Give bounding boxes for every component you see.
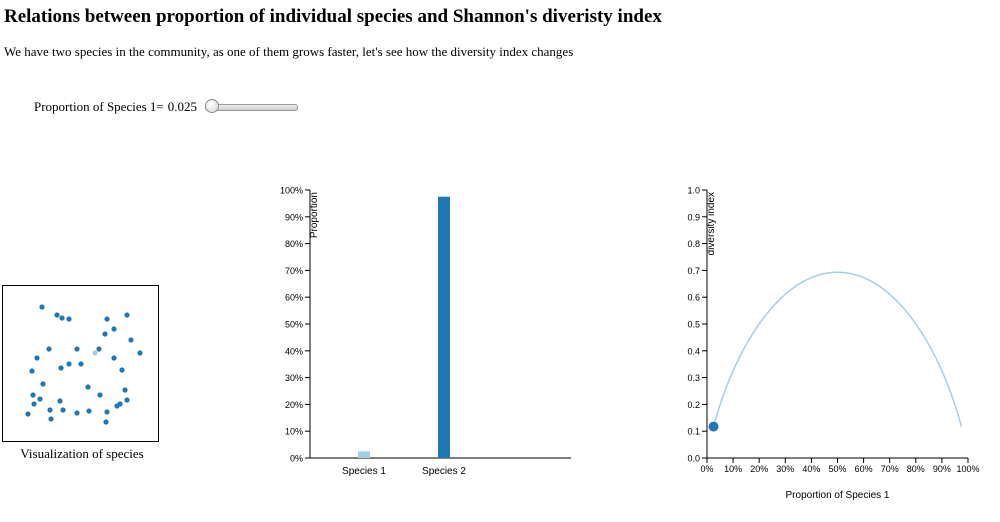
line-y-tick-label: 0.5 — [687, 320, 700, 330]
line-y-tick-label: 0.8 — [687, 239, 700, 249]
bar-y-tick-label: 0% — [290, 454, 303, 464]
species2-dot — [97, 392, 103, 398]
species2-dot — [48, 416, 54, 422]
page-subtitle: We have two species in the community, as… — [4, 44, 574, 59]
species2-dot — [66, 316, 72, 322]
bar-species-2 — [438, 196, 450, 458]
line-y-tick-label: 0.2 — [687, 400, 700, 410]
species2-dot — [31, 401, 37, 407]
line-y-axis-label: diversity index — [706, 192, 717, 255]
bar-x-category-label: Species 2 — [422, 466, 466, 477]
species2-dot — [34, 355, 40, 361]
species2-dot — [111, 326, 117, 332]
bar-y-tick-label: 60% — [285, 293, 303, 303]
line-y-tick-label: 0.6 — [687, 293, 700, 303]
bar-y-tick-label: 30% — [285, 373, 303, 383]
species2-dot — [47, 407, 53, 413]
proportion-label: Proportion of Species 1= — [34, 99, 164, 114]
diversity-line-chart: 0.0 0.1 0.2 0.3 0.4 0.5 0.6 0.7 0.8 0.9 1.0 0% 10% 20… — [687, 186, 979, 502]
line-y-tick-label: 0.0 — [687, 454, 700, 464]
species2-dot — [119, 367, 125, 373]
species-visualization — [2, 285, 159, 442]
bar-y-axis-label: Proportion — [309, 192, 320, 238]
species2-dot — [85, 384, 91, 390]
line-x-tick-label: 90% — [933, 464, 951, 474]
line-x-tick-label: 20% — [750, 464, 768, 474]
species2-dot — [25, 411, 31, 417]
bar-y-tick-label: 40% — [285, 346, 303, 356]
species2-dot — [37, 396, 43, 402]
species2-dot — [54, 312, 60, 318]
bar-y-tick-label: 50% — [285, 320, 303, 330]
species2-dot — [74, 410, 80, 416]
species2-dot — [111, 355, 117, 361]
line-x-tick-label: 60% — [855, 464, 873, 474]
proportion-slider[interactable] — [203, 99, 298, 115]
bar-y-tick-label: 80% — [285, 239, 303, 249]
line-y-tick-label: 0.1 — [687, 427, 700, 437]
line-x-tick-label: 10% — [724, 464, 742, 474]
species2-dot — [103, 419, 109, 425]
species2-dot — [102, 331, 108, 337]
species-dots — [25, 304, 143, 425]
species2-dot — [117, 401, 123, 407]
bar-y-tick-label: 90% — [285, 212, 303, 222]
line-x-tick-label: 50% — [828, 464, 846, 474]
line-y-tick-label: 1.0 — [687, 186, 700, 196]
proportion-control: Proportion of Species 1= 0.025 — [34, 99, 298, 115]
slider-thumb[interactable] — [205, 99, 219, 113]
species1-dot — [92, 350, 98, 356]
line-x-tick-label: 40% — [802, 464, 820, 474]
species2-dot — [78, 361, 84, 367]
species2-dot — [124, 312, 130, 318]
species2-dot — [104, 316, 110, 322]
bar-y-tick-label: 100% — [280, 186, 303, 196]
species2-dot — [137, 350, 143, 356]
line-x-tick-label: 70% — [881, 464, 899, 474]
species2-dot — [104, 409, 110, 415]
species2-dot — [122, 387, 128, 393]
species-visualization-caption: Visualization of species — [20, 446, 144, 461]
line-y-tick-label: 0.9 — [687, 212, 700, 222]
species2-dot — [86, 408, 92, 414]
species2-dot — [60, 407, 66, 413]
diversity-curve — [712, 271, 963, 427]
species2-dot — [40, 381, 46, 387]
line-x-tick-label: 100% — [956, 464, 979, 474]
proportion-bar-chart: 0% 10% 20% 30% 40% 50% 60% 70% 80% 90% 100% Proport… — [280, 186, 571, 477]
line-x-tick-label: 80% — [907, 464, 925, 474]
species2-dot — [74, 346, 80, 352]
species2-dot — [46, 346, 52, 352]
species2-dot — [59, 315, 65, 321]
page-title: Relations between proportion of individu… — [4, 6, 662, 27]
line-x-axis-label: Proportion of Species 1 — [786, 490, 890, 501]
species2-dot — [29, 368, 35, 374]
line-y-tick-label: 0.4 — [687, 346, 700, 356]
line-y-tick-label: 0.3 — [687, 373, 700, 383]
proportion-value: 0.025 — [167, 99, 197, 114]
bar-y-tick-label: 10% — [285, 427, 303, 437]
bar-species-1 — [358, 451, 370, 458]
species2-dot — [124, 397, 130, 403]
species2-dot — [39, 304, 45, 310]
bar-y-tick-label: 20% — [285, 400, 303, 410]
line-x-tick-label: 0% — [700, 464, 713, 474]
species2-dot — [57, 398, 63, 404]
species2-dot — [30, 392, 36, 398]
current-diversity-point — [708, 421, 719, 432]
bar-x-category-label: Species 1 — [342, 466, 386, 477]
species2-dot — [58, 365, 64, 371]
line-y-tick-label: 0.7 — [687, 266, 700, 276]
species2-dot — [128, 337, 134, 343]
bar-y-tick-label: 70% — [285, 266, 303, 276]
line-x-tick-label: 30% — [776, 464, 794, 474]
species2-dot — [96, 346, 102, 352]
species2-dot — [66, 361, 72, 367]
